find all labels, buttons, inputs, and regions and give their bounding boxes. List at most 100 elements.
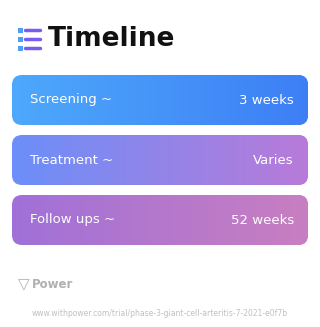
Bar bbox=[285, 135, 287, 185]
Bar bbox=[209, 195, 211, 245]
Bar bbox=[276, 75, 278, 125]
Bar bbox=[129, 195, 131, 245]
Bar bbox=[298, 195, 300, 245]
Bar bbox=[70, 135, 72, 185]
Bar bbox=[268, 195, 270, 245]
Bar bbox=[251, 195, 252, 245]
Bar bbox=[176, 195, 177, 245]
Bar bbox=[223, 135, 225, 185]
Bar bbox=[191, 135, 192, 185]
Bar bbox=[131, 75, 132, 125]
Bar bbox=[88, 135, 90, 185]
Bar bbox=[285, 75, 287, 125]
Bar bbox=[35, 75, 36, 125]
Bar bbox=[110, 75, 111, 125]
Text: Screening ~: Screening ~ bbox=[30, 94, 112, 107]
Bar bbox=[202, 135, 203, 185]
Bar bbox=[239, 135, 240, 185]
Bar bbox=[196, 75, 197, 125]
Bar bbox=[255, 135, 256, 185]
Bar bbox=[128, 195, 130, 245]
Bar bbox=[231, 75, 233, 125]
Bar bbox=[64, 75, 66, 125]
Bar bbox=[124, 135, 126, 185]
Bar bbox=[150, 135, 152, 185]
Bar bbox=[149, 75, 151, 125]
Bar bbox=[159, 75, 161, 125]
Bar bbox=[29, 195, 30, 245]
Bar bbox=[207, 195, 209, 245]
Bar bbox=[77, 75, 79, 125]
Bar bbox=[146, 135, 148, 185]
Bar bbox=[159, 195, 161, 245]
Bar bbox=[161, 195, 163, 245]
Bar bbox=[104, 75, 105, 125]
Bar bbox=[137, 135, 139, 185]
Bar bbox=[50, 195, 51, 245]
Bar bbox=[219, 195, 221, 245]
Bar bbox=[249, 75, 250, 125]
Bar bbox=[80, 75, 82, 125]
Bar bbox=[81, 135, 83, 185]
Bar bbox=[114, 195, 115, 245]
Bar bbox=[276, 75, 277, 125]
Bar bbox=[164, 195, 165, 245]
Bar bbox=[169, 75, 170, 125]
Bar bbox=[42, 135, 43, 185]
Bar bbox=[90, 135, 92, 185]
Bar bbox=[287, 75, 289, 125]
Bar bbox=[303, 135, 305, 185]
Bar bbox=[42, 195, 43, 245]
Bar bbox=[209, 135, 211, 185]
Bar bbox=[167, 75, 168, 125]
Bar bbox=[166, 135, 167, 185]
Bar bbox=[212, 195, 214, 245]
Bar bbox=[119, 135, 120, 185]
Bar bbox=[28, 135, 29, 185]
Bar bbox=[108, 75, 109, 125]
Bar bbox=[281, 195, 283, 245]
Bar bbox=[174, 75, 175, 125]
Bar bbox=[267, 195, 268, 245]
Bar bbox=[83, 195, 84, 245]
Bar bbox=[204, 75, 206, 125]
Bar bbox=[68, 135, 70, 185]
Bar bbox=[108, 195, 109, 245]
Bar bbox=[112, 75, 113, 125]
Bar bbox=[30, 135, 31, 185]
Bar bbox=[188, 195, 190, 245]
Bar bbox=[209, 75, 211, 125]
Bar bbox=[205, 195, 207, 245]
Bar bbox=[257, 195, 258, 245]
Bar bbox=[97, 195, 98, 245]
Bar bbox=[255, 75, 256, 125]
Bar bbox=[227, 135, 228, 185]
Bar bbox=[39, 195, 40, 245]
Bar bbox=[39, 75, 40, 125]
Bar bbox=[43, 195, 44, 245]
Bar bbox=[223, 195, 225, 245]
Bar bbox=[151, 195, 153, 245]
Bar bbox=[264, 195, 265, 245]
Bar bbox=[237, 195, 238, 245]
Bar bbox=[226, 135, 228, 185]
Bar bbox=[105, 75, 106, 125]
Bar bbox=[58, 75, 60, 125]
Bar bbox=[123, 135, 124, 185]
Bar bbox=[43, 75, 44, 125]
Bar bbox=[157, 195, 158, 245]
Bar bbox=[173, 75, 174, 125]
Bar bbox=[52, 135, 53, 185]
Bar bbox=[229, 135, 230, 185]
Bar bbox=[110, 195, 111, 245]
Bar bbox=[128, 75, 130, 125]
Bar bbox=[165, 75, 166, 125]
Bar bbox=[306, 135, 308, 185]
Bar bbox=[132, 195, 133, 245]
Bar bbox=[31, 135, 32, 185]
Bar bbox=[292, 135, 294, 185]
Bar bbox=[50, 135, 51, 185]
Bar bbox=[241, 195, 242, 245]
Bar bbox=[104, 135, 105, 185]
Bar bbox=[47, 75, 49, 125]
